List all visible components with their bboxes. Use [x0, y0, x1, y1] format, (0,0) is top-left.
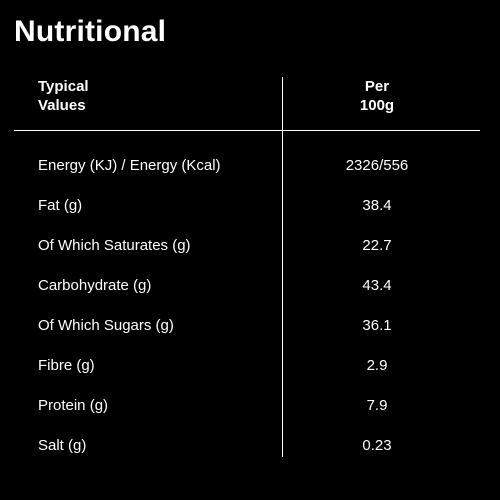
table-row: Protein (g) 7.9 — [0, 387, 500, 427]
nutrient-label: Protein (g) — [38, 397, 109, 414]
nutrient-label: Salt (g) — [38, 437, 87, 454]
header-per-100g: Per 100g — [283, 77, 471, 115]
nutrient-value: 43.4 — [362, 277, 392, 294]
nutrient-value: 22.7 — [362, 237, 392, 254]
table-row: Of Which Sugars (g) 36.1 — [0, 307, 500, 347]
header-col2-line2: 100g — [359, 97, 395, 114]
header-col1-line2: Values — [38, 97, 86, 114]
nutrition-table: Energy (KJ) / Energy (Kcal) 2326/556 Fat… — [0, 147, 500, 467]
table-row: Carbohydrate (g) 43.4 — [0, 267, 500, 307]
table-row: Energy (KJ) / Energy (Kcal) 2326/556 — [0, 147, 500, 187]
nutrient-value: 36.1 — [362, 317, 392, 334]
page-title: Nutritional — [14, 15, 167, 48]
header-divider — [14, 130, 480, 131]
nutrient-label: Energy (KJ) / Energy (Kcal) — [38, 157, 221, 174]
nutrient-label: Fibre (g) — [38, 357, 95, 374]
table-row: Of Which Saturates (g) 22.7 — [0, 227, 500, 267]
nutrient-label: Of Which Sugars (g) — [38, 317, 174, 334]
table-row: Salt (g) 0.23 — [0, 427, 500, 467]
table-row: Fat (g) 38.4 — [0, 187, 500, 227]
nutrient-value: 38.4 — [362, 197, 392, 214]
nutrient-label: Carbohydrate (g) — [38, 277, 152, 294]
nutrient-label: Fat (g) — [38, 197, 83, 214]
table-row: Fibre (g) 2.9 — [0, 347, 500, 387]
header-col2-line1: Per — [364, 78, 390, 95]
header-col1-line1: Typical — [38, 78, 89, 95]
header-typical-values: Typical Values — [38, 77, 89, 115]
nutrient-value: 0.23 — [362, 437, 392, 454]
nutrient-value: 2326/556 — [345, 157, 409, 174]
nutrient-label: Of Which Saturates (g) — [38, 237, 191, 254]
nutrient-value: 7.9 — [366, 397, 388, 414]
nutrient-value: 2.9 — [366, 357, 388, 374]
column-divider — [282, 77, 283, 457]
